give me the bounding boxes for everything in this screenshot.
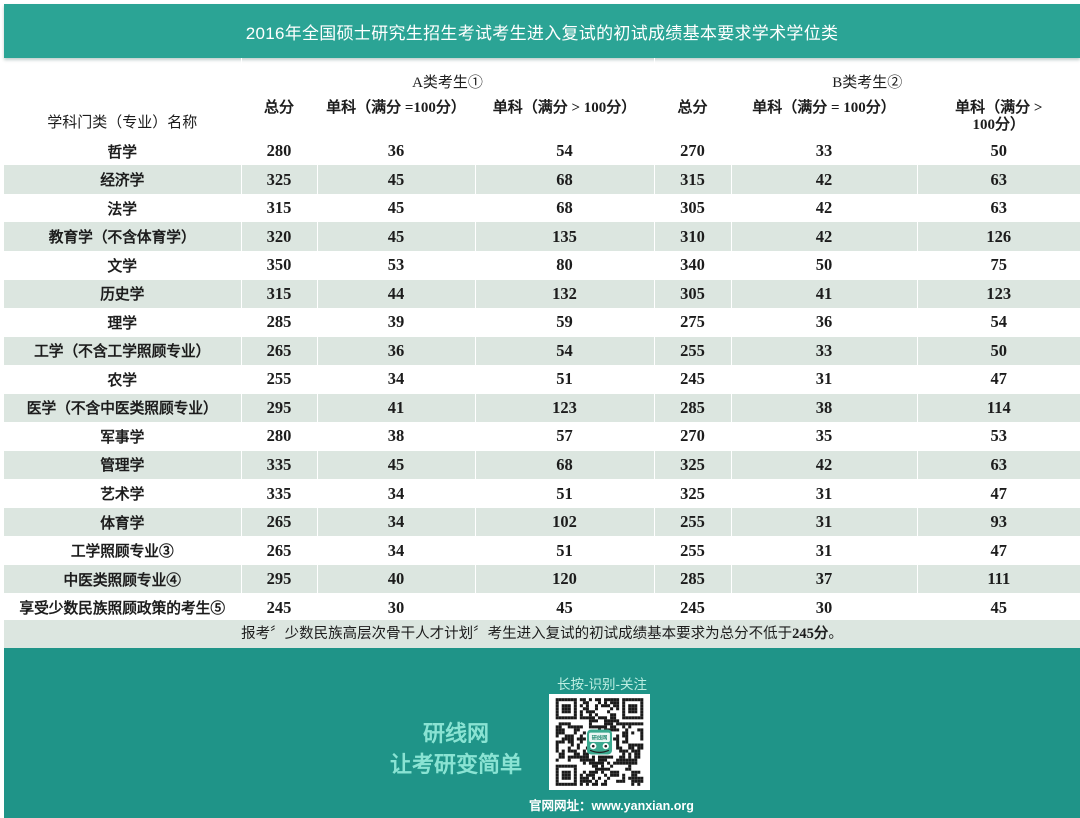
svg-text:研线网: 研线网 [592, 733, 608, 741]
